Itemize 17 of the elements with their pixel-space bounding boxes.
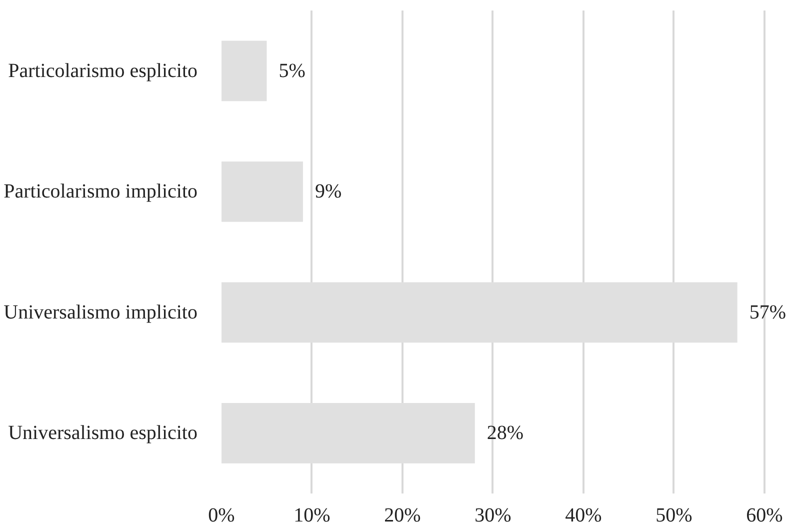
x-tick-label: 0% xyxy=(208,504,235,526)
x-tick-label: 30% xyxy=(474,504,512,526)
bar xyxy=(222,40,267,102)
x-tick-label: 10% xyxy=(294,504,330,526)
bar xyxy=(222,161,303,222)
data-label: 28% xyxy=(486,422,524,444)
x-tick-label: 20% xyxy=(384,504,421,526)
x-tick-label: 50% xyxy=(656,504,692,526)
y-tick-label: Particolarismo esplicito xyxy=(8,60,198,82)
y-tick-label: Universalismo implicito xyxy=(4,301,198,324)
y-tick-label: Particolarismo implicito xyxy=(4,180,198,203)
x-tick-label: 60% xyxy=(746,504,783,526)
y-tick-label: Universalismo esplicito xyxy=(8,422,198,444)
data-label: 9% xyxy=(314,180,342,203)
x-tick-label: 40% xyxy=(565,504,602,526)
data-label: 5% xyxy=(278,60,306,82)
data-label: 57% xyxy=(749,301,786,324)
